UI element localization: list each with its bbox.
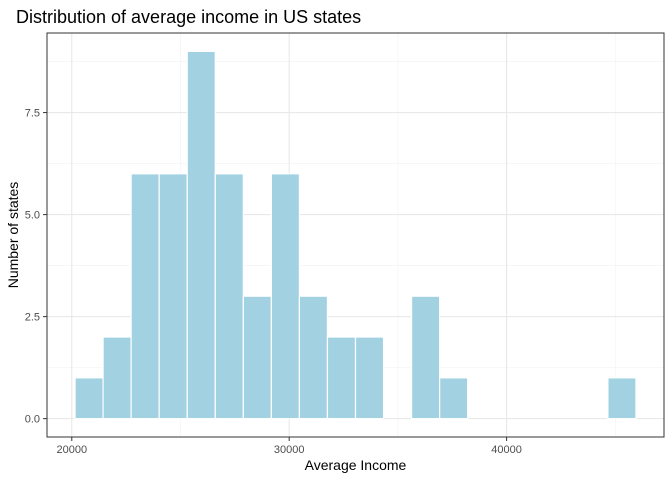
- histogram-bar: [158, 173, 188, 420]
- histogram-bar: [410, 295, 441, 420]
- histogram-bar: [242, 295, 272, 420]
- histogram-bar: [270, 173, 301, 420]
- histogram-bar: [186, 50, 216, 420]
- histogram-bar: [354, 336, 385, 420]
- x-tick-label: 20000: [56, 444, 87, 456]
- histogram-bar: [214, 173, 244, 420]
- panel-border: [46, 32, 665, 438]
- x-axis: 20000 30000 40000: [56, 437, 522, 456]
- histogram-bar: [439, 377, 469, 420]
- histogram-bar: [298, 295, 329, 420]
- y-axis-title: Number of states: [5, 182, 21, 289]
- histogram-bar: [74, 377, 104, 420]
- y-axis: 0.0 2.5 5.0 7.5: [25, 108, 47, 426]
- histogram-bar: [130, 173, 160, 420]
- histogram-bar: [102, 336, 132, 420]
- x-tick-label: 30000: [274, 444, 305, 456]
- histogram-bar: [326, 336, 357, 420]
- x-tick-label: 40000: [491, 444, 522, 456]
- bars: [74, 50, 637, 420]
- histogram-bar: [607, 377, 637, 420]
- chart-title: Distribution of average income in US sta…: [16, 7, 361, 27]
- y-tick-label: 7.5: [25, 108, 40, 120]
- y-tick-label: 0.0: [25, 414, 40, 426]
- y-tick-label: 2.5: [25, 312, 40, 324]
- x-axis-title: Average Income: [305, 457, 407, 473]
- y-tick-label: 5.0: [25, 210, 40, 222]
